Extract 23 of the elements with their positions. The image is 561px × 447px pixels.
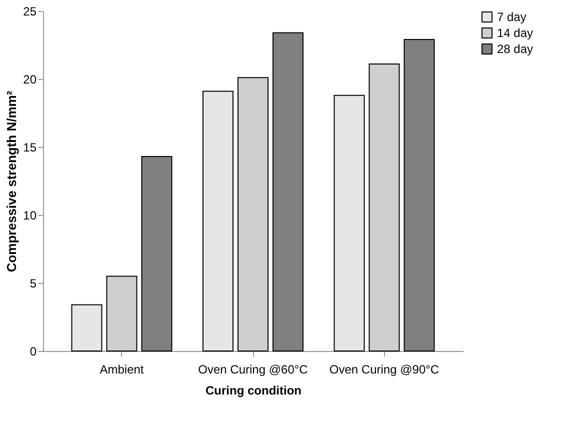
bar	[334, 94, 365, 352]
bar	[238, 77, 268, 352]
bar	[368, 64, 400, 352]
y-tick-label: 25	[23, 4, 37, 18]
bar	[141, 156, 172, 352]
x-tick-label: Oven Curing @90°C	[329, 362, 440, 376]
bar	[404, 39, 435, 352]
legend-label: 28 day	[497, 42, 534, 56]
x-axis-title: Curing condition	[206, 384, 302, 398]
y-tick-label: 0	[30, 344, 37, 358]
bar	[106, 276, 138, 352]
legend-label: 7 day	[497, 10, 526, 24]
y-tick-label: 10	[23, 208, 37, 222]
bar	[272, 32, 304, 352]
y-axis-title: Compressive strength N/mm²	[4, 90, 20, 272]
x-tick-label: Ambient	[100, 362, 144, 376]
bar	[202, 90, 234, 352]
y-tick-label: 5	[30, 276, 37, 290]
bar	[71, 304, 102, 352]
y-tick-label: 15	[23, 140, 37, 154]
y-tick-label: 20	[23, 72, 37, 86]
legend-label: 14 day	[497, 26, 534, 40]
x-tick-label: Oven Curing @60°C	[198, 362, 308, 376]
